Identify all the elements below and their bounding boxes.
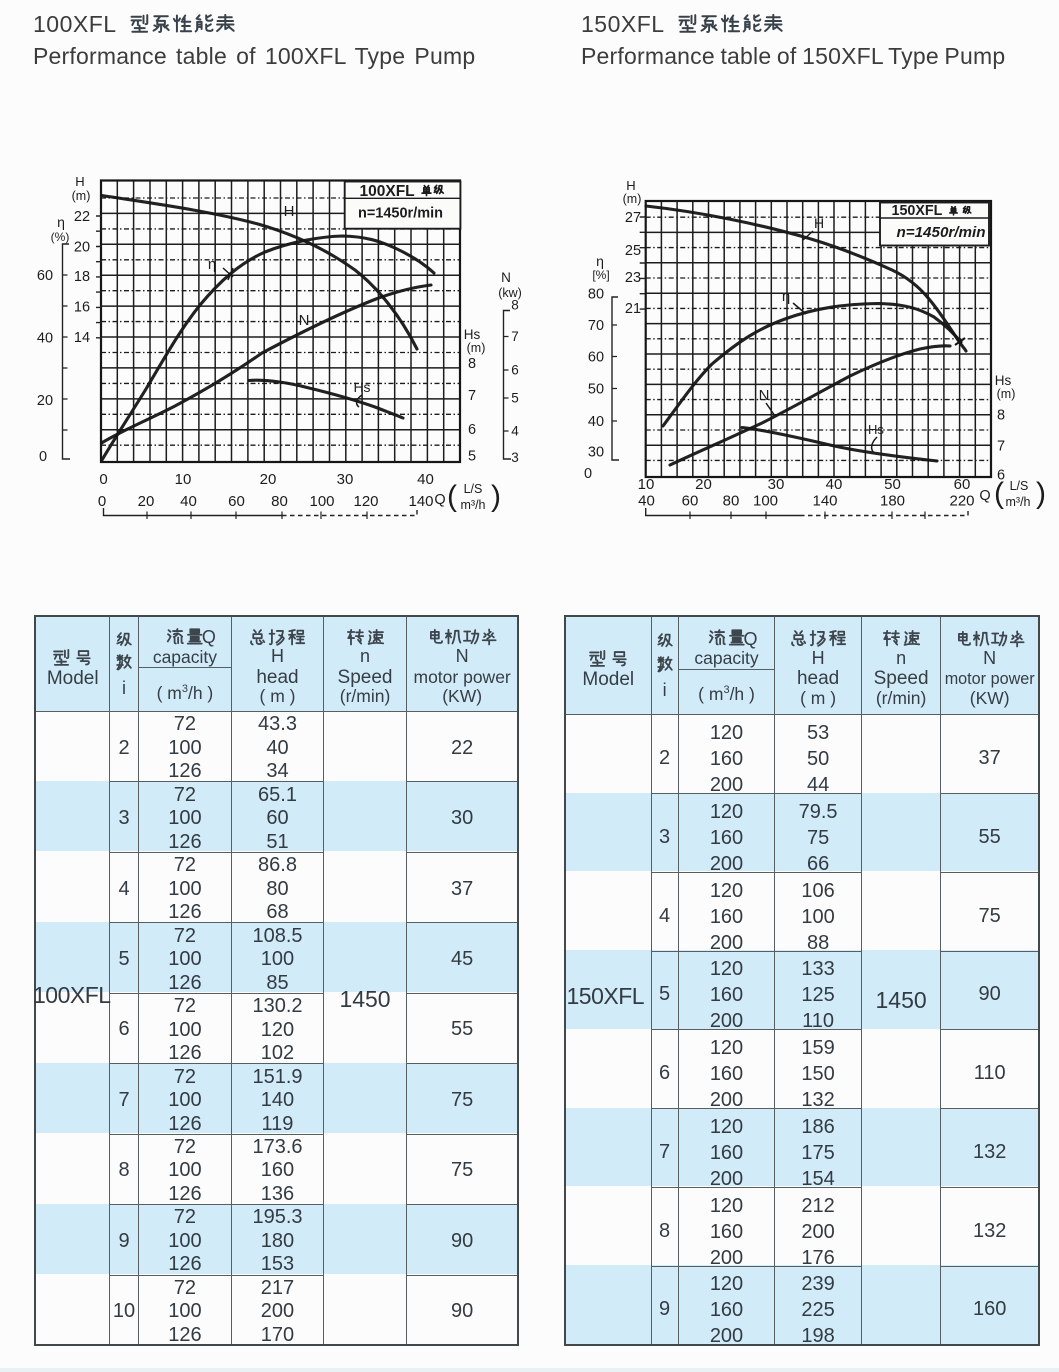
svg-text:10: 10 (175, 471, 192, 488)
svg-text:100: 100 (753, 493, 778, 510)
svg-text:5: 5 (468, 449, 476, 465)
svg-text:Q: Q (434, 492, 445, 508)
svg-text:6: 6 (997, 468, 1005, 484)
svg-text:60: 60 (37, 268, 53, 284)
svg-text:[%]: [%] (592, 268, 609, 282)
svg-text:L/S: L/S (464, 482, 483, 496)
svg-text:Q: Q (979, 488, 990, 504)
svg-text:N: N (759, 387, 770, 404)
svg-text:60: 60 (682, 493, 699, 510)
svg-text:25: 25 (625, 243, 641, 259)
svg-text:40: 40 (180, 493, 197, 510)
svg-text:16: 16 (74, 300, 90, 316)
svg-text:140: 140 (812, 493, 837, 510)
svg-text:N: N (299, 312, 310, 329)
svg-text:): ) (491, 480, 501, 513)
svg-text:3: 3 (511, 450, 519, 465)
svg-text:(m): (m) (997, 387, 1016, 401)
svg-text:0: 0 (99, 471, 107, 488)
svg-text:140: 140 (408, 493, 433, 510)
svg-text:H: H (814, 215, 824, 231)
svg-text:0: 0 (98, 493, 106, 510)
svg-text:7: 7 (468, 388, 476, 404)
svg-text:14: 14 (74, 330, 90, 346)
svg-text:30: 30 (588, 445, 604, 461)
svg-text:22: 22 (74, 209, 90, 225)
svg-text:30: 30 (337, 471, 354, 488)
svg-text:50: 50 (884, 476, 901, 493)
svg-text:5: 5 (511, 391, 519, 406)
svg-text:40: 40 (826, 476, 843, 493)
svg-text:η: η (57, 214, 65, 230)
svg-text:8: 8 (511, 298, 519, 313)
svg-text:20: 20 (695, 476, 712, 493)
svg-text:H: H (75, 174, 84, 189)
svg-text:4: 4 (511, 424, 519, 439)
svg-text:80: 80 (588, 287, 604, 303)
svg-text:Hs: Hs (353, 379, 370, 395)
svg-text:N: N (501, 270, 511, 285)
svg-text:40: 40 (638, 493, 655, 510)
svg-text:0: 0 (584, 466, 592, 482)
svg-text:n=1450r/min: n=1450r/min (358, 206, 443, 222)
svg-text:): ) (1036, 477, 1046, 510)
svg-text:21: 21 (625, 301, 641, 317)
svg-text:80: 80 (723, 493, 740, 510)
svg-text:η: η (596, 253, 604, 269)
svg-text:L/S: L/S (1010, 479, 1029, 493)
svg-text:60: 60 (954, 476, 971, 493)
svg-text:8: 8 (468, 356, 476, 372)
svg-text:23: 23 (625, 270, 641, 286)
svg-text:7: 7 (997, 439, 1005, 455)
svg-text:Hs: Hs (868, 422, 884, 437)
svg-text:100: 100 (309, 493, 334, 510)
svg-text:(m): (m) (623, 192, 642, 206)
svg-text:18: 18 (74, 269, 90, 285)
svg-text:10: 10 (638, 476, 655, 493)
svg-text:30: 30 (768, 476, 785, 493)
svg-text:40: 40 (417, 471, 434, 488)
svg-text:60: 60 (588, 350, 604, 366)
svg-text:40: 40 (588, 414, 604, 430)
svg-text:20: 20 (37, 393, 53, 409)
svg-text:(m): (m) (72, 189, 91, 203)
svg-text:(: ( (994, 477, 1004, 510)
svg-text:180: 180 (880, 493, 905, 510)
svg-text:100XFL: 100XFL (360, 183, 415, 200)
svg-text:70: 70 (588, 318, 604, 334)
svg-text:150XFL: 150XFL (892, 203, 943, 219)
svg-text:m³/h: m³/h (461, 498, 486, 512)
svg-text:(%): (%) (51, 230, 70, 244)
svg-text:n=1450r/min: n=1450r/min (896, 224, 985, 241)
svg-text:0: 0 (39, 449, 47, 465)
svg-text:220: 220 (949, 493, 974, 510)
svg-text:120: 120 (353, 493, 378, 510)
svg-text:H: H (284, 203, 295, 220)
svg-text:η: η (782, 288, 790, 305)
svg-text:6: 6 (468, 422, 476, 438)
svg-text:6: 6 (511, 363, 519, 378)
svg-text:η: η (208, 256, 216, 273)
svg-text:80: 80 (271, 493, 288, 510)
svg-text:H: H (626, 178, 635, 193)
svg-text:50: 50 (588, 382, 604, 398)
svg-text:(kw): (kw) (498, 286, 522, 300)
svg-text:Hs: Hs (464, 327, 481, 342)
svg-text:m³/h: m³/h (1006, 495, 1031, 509)
svg-text:40: 40 (37, 331, 53, 347)
svg-text:Hs: Hs (995, 373, 1012, 388)
svg-text:60: 60 (228, 493, 245, 510)
svg-text:20: 20 (74, 240, 90, 256)
svg-text:(m): (m) (467, 341, 486, 355)
svg-text:20: 20 (138, 493, 155, 510)
svg-text:7: 7 (511, 329, 519, 344)
svg-text:27: 27 (625, 210, 641, 226)
svg-text:(: ( (447, 480, 457, 513)
svg-text:8: 8 (997, 408, 1005, 424)
svg-text:20: 20 (260, 471, 277, 488)
